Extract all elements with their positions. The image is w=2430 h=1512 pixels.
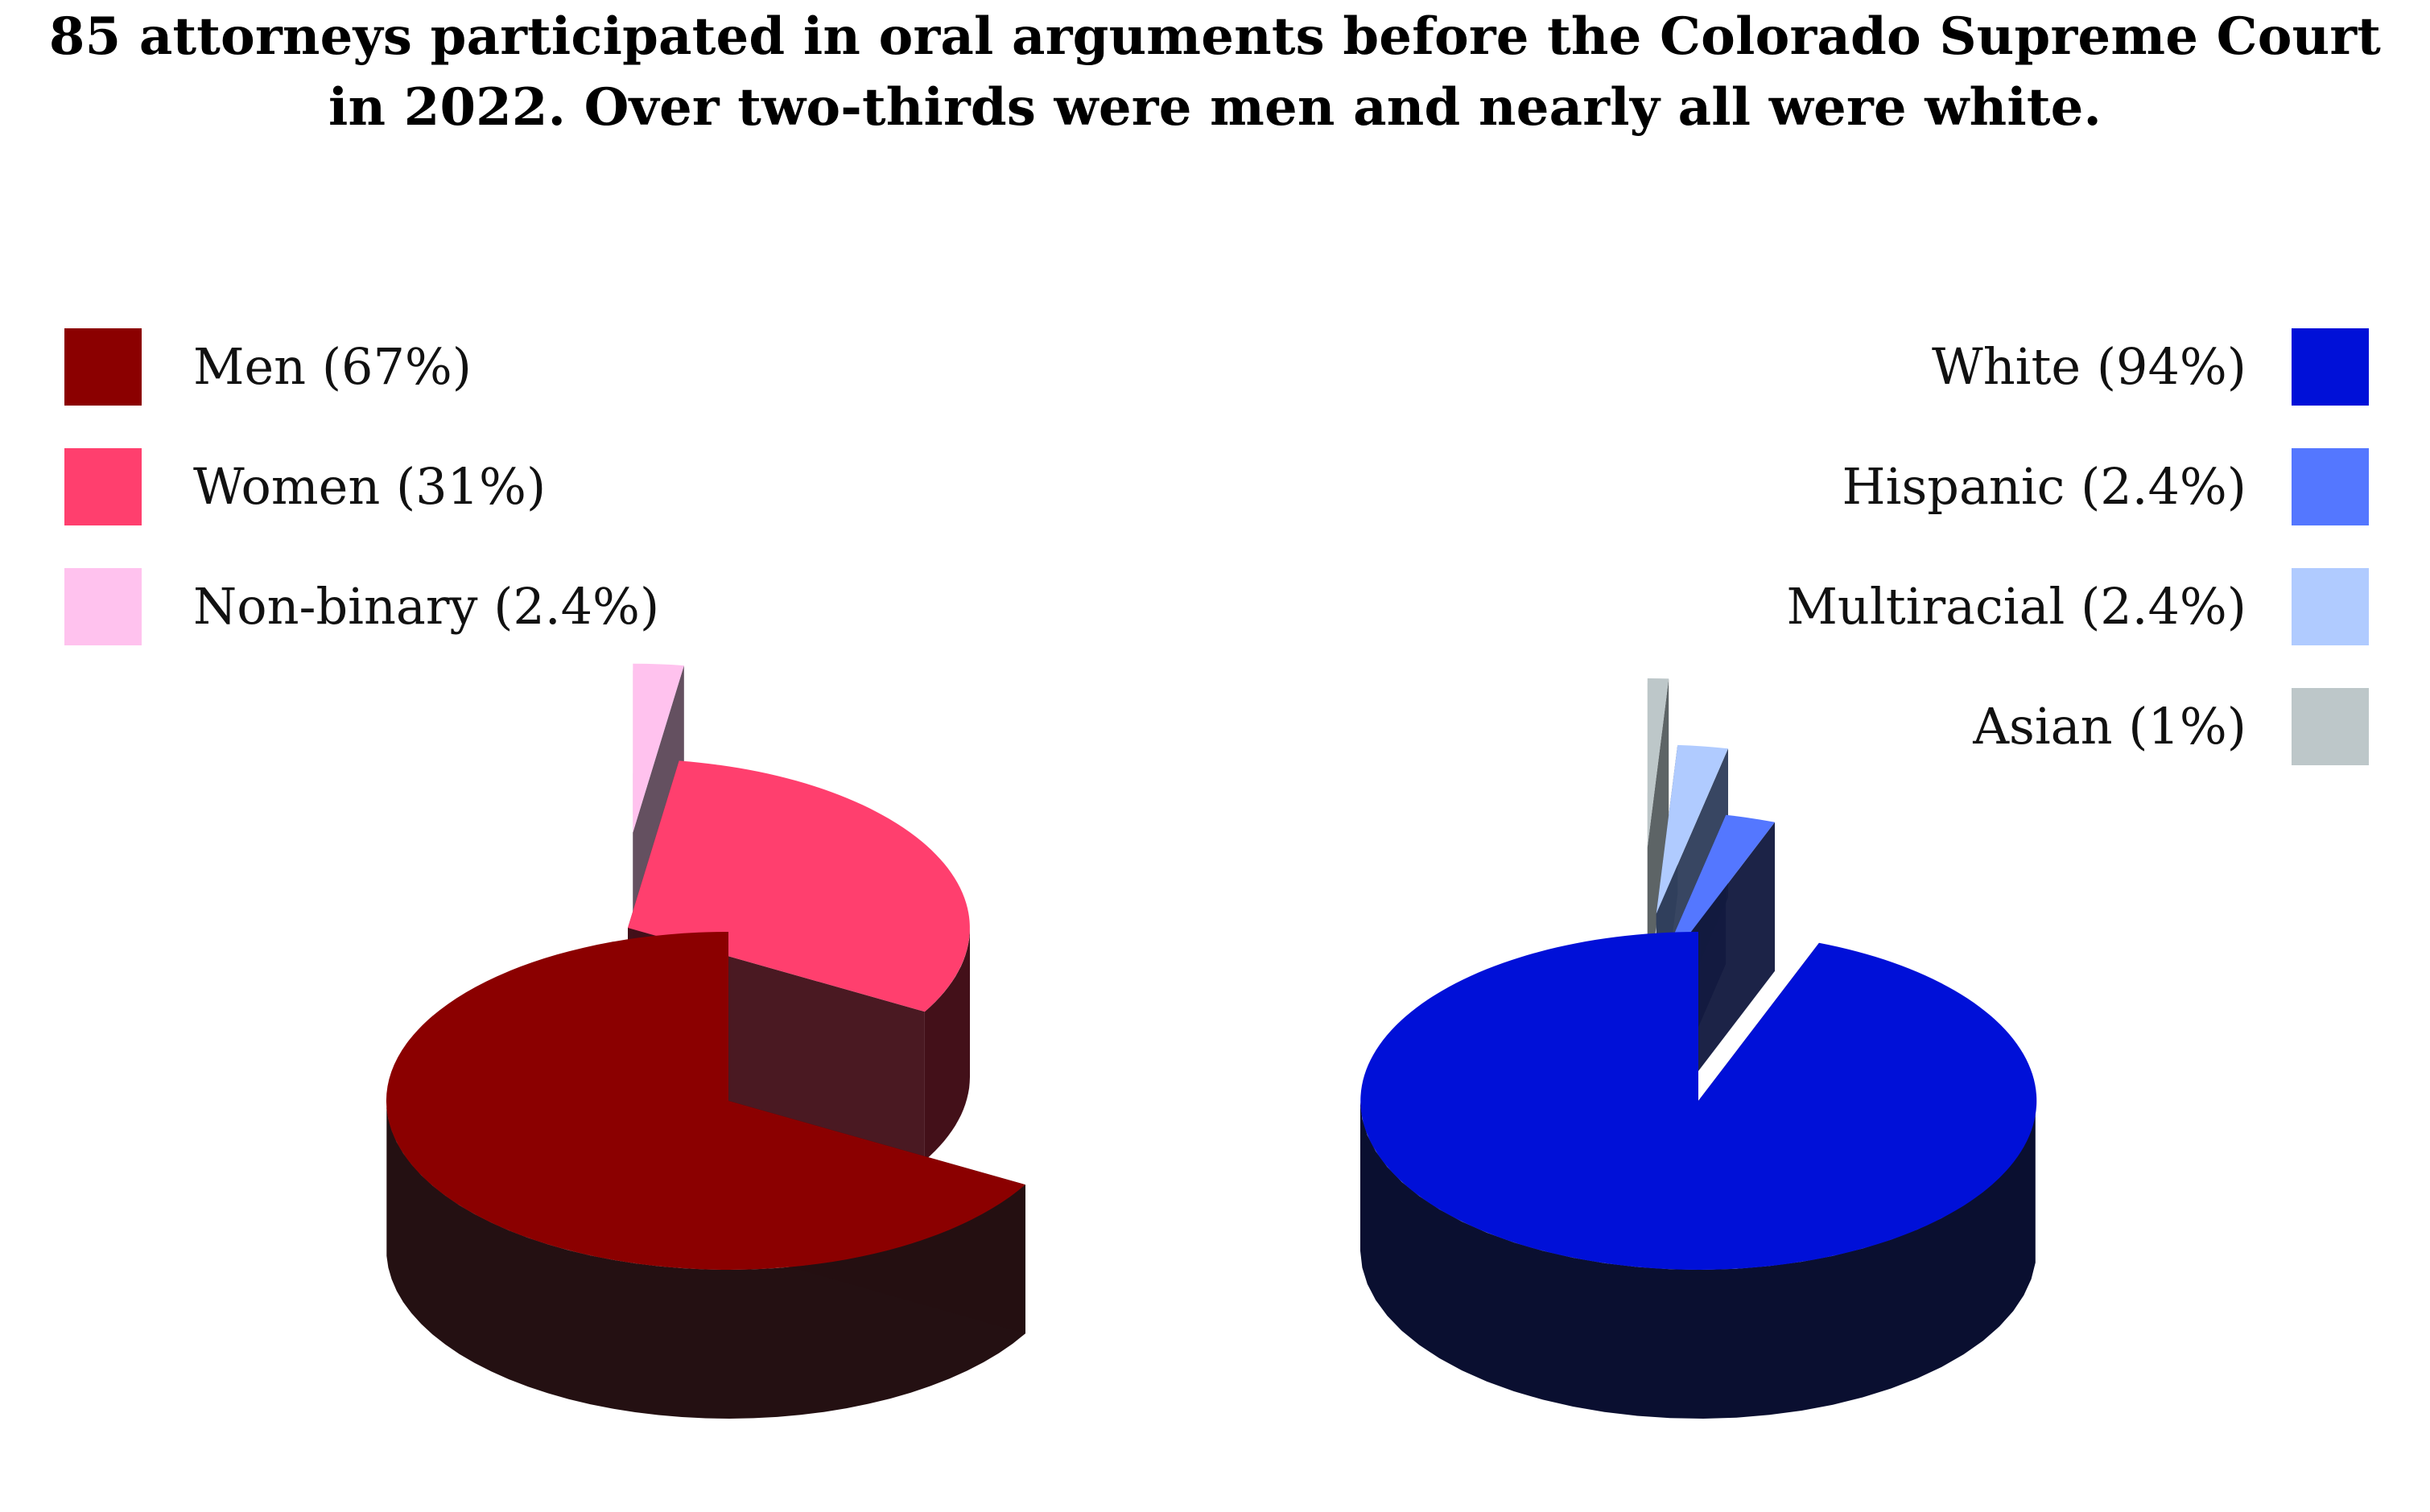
legend-label-men: Men (67%)	[193, 337, 472, 396]
slice-top-asian	[1647, 678, 1669, 847]
legend-item-asian: Asian (1%)	[1644, 688, 2369, 765]
slice-top-men	[386, 931, 1025, 1270]
chart-title-line-1: 85 attorneys participated in oral argume…	[48, 6, 2382, 67]
legend-item-men: Men (67%)	[64, 328, 789, 406]
legend-swatch-non-binary	[64, 568, 142, 645]
legend-item-multiracial: Multiracial (2.4%)	[1644, 568, 2369, 645]
legend-label-women: Women (31%)	[193, 457, 547, 516]
legend-item-hispanic: Hispanic (2.4%)	[1644, 448, 2369, 525]
legend-swatch-women	[64, 448, 142, 525]
legend-label-hispanic: Hispanic (2.4%)	[1842, 457, 2246, 516]
slice-asian	[1647, 678, 1669, 996]
race-pie-chart	[1360, 678, 2037, 1419]
legend-swatch-men	[64, 328, 142, 406]
legend-swatch-white	[2292, 328, 2369, 406]
slice-side-men	[386, 1106, 1025, 1419]
legend-swatch-asian	[2292, 688, 2369, 765]
slice-face-asian-0	[1647, 678, 1669, 996]
legend-swatch-multiracial	[2292, 568, 2369, 645]
slice-side-women	[924, 928, 970, 1161]
gender-pie-chart	[386, 663, 1025, 1419]
slice-top-white	[1360, 932, 2037, 1271]
slice-white	[1360, 932, 2037, 1419]
legend-label-asian: Asian (1%)	[1973, 697, 2246, 756]
legend-label-white: White (94%)	[1932, 337, 2246, 396]
slice-top-multiracial	[1656, 744, 1728, 914]
slice-top-non-binary	[633, 663, 684, 833]
legend-label-non-binary: Non-binary (2.4%)	[193, 577, 660, 636]
legend-swatch-hispanic	[2292, 448, 2369, 525]
chart-title-line-2: in 2022. Over two-thirds were men and ne…	[328, 77, 2102, 138]
legend-item-white: White (94%)	[1644, 328, 2369, 406]
legend-item-non-binary: Non-binary (2.4%)	[64, 568, 789, 645]
slice-side-white	[1360, 1102, 2036, 1419]
legend-label-multiracial: Multiracial (2.4%)	[1786, 577, 2246, 636]
slice-men	[386, 931, 1025, 1419]
legend-item-women: Women (31%)	[64, 448, 789, 525]
